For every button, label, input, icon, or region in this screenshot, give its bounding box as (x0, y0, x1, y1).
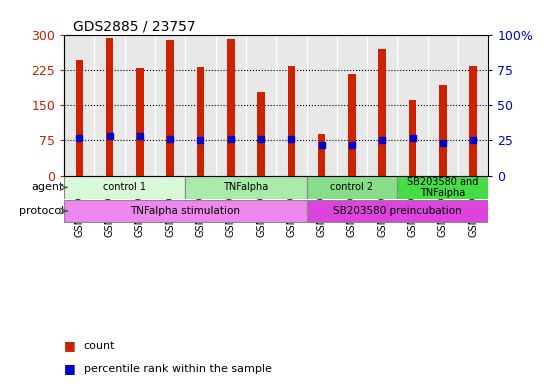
Text: TNFalpha stimulation: TNFalpha stimulation (131, 206, 240, 216)
Text: TNFalpha: TNFalpha (223, 182, 268, 192)
Bar (64, 35, 94, 176)
Bar (94, 35, 125, 176)
Text: count: count (84, 341, 115, 351)
Text: SB203580 preincubation: SB203580 preincubation (333, 206, 462, 216)
Bar (196, 68, 204, 176)
Bar (215, 35, 246, 176)
Bar (64, 176, 185, 199)
Bar (318, 134, 325, 176)
Bar (337, 35, 367, 176)
Text: GDS2885 / 23757: GDS2885 / 23757 (73, 20, 195, 33)
Bar (306, 176, 397, 199)
Bar (185, 176, 306, 199)
Text: control 2: control 2 (330, 182, 373, 192)
Bar (185, 35, 215, 176)
Bar (469, 66, 477, 176)
Bar (397, 35, 427, 176)
Text: control 1: control 1 (103, 182, 146, 192)
Bar (408, 101, 416, 176)
Text: protocol: protocol (19, 206, 64, 216)
Bar (276, 35, 306, 176)
Bar (439, 85, 446, 176)
Bar (166, 40, 174, 176)
Text: ■: ■ (64, 362, 76, 375)
Text: ■: ■ (64, 339, 76, 352)
Bar (106, 38, 113, 176)
Bar (136, 68, 143, 176)
Text: SB203580 and
TNFalpha: SB203580 and TNFalpha (407, 177, 479, 198)
Text: agent: agent (32, 182, 64, 192)
Bar (306, 200, 488, 222)
Bar (427, 35, 458, 176)
Bar (75, 60, 83, 176)
Bar (378, 49, 386, 176)
Text: percentile rank within the sample: percentile rank within the sample (84, 364, 272, 374)
Bar (227, 39, 234, 176)
Bar (64, 200, 306, 222)
Bar (348, 74, 356, 176)
Bar (155, 35, 185, 176)
Bar (397, 176, 488, 199)
Bar (306, 35, 337, 176)
Bar (125, 35, 155, 176)
Bar (367, 35, 397, 176)
Bar (287, 66, 295, 176)
Bar (246, 35, 276, 176)
Bar (458, 35, 488, 176)
Bar (257, 92, 265, 176)
